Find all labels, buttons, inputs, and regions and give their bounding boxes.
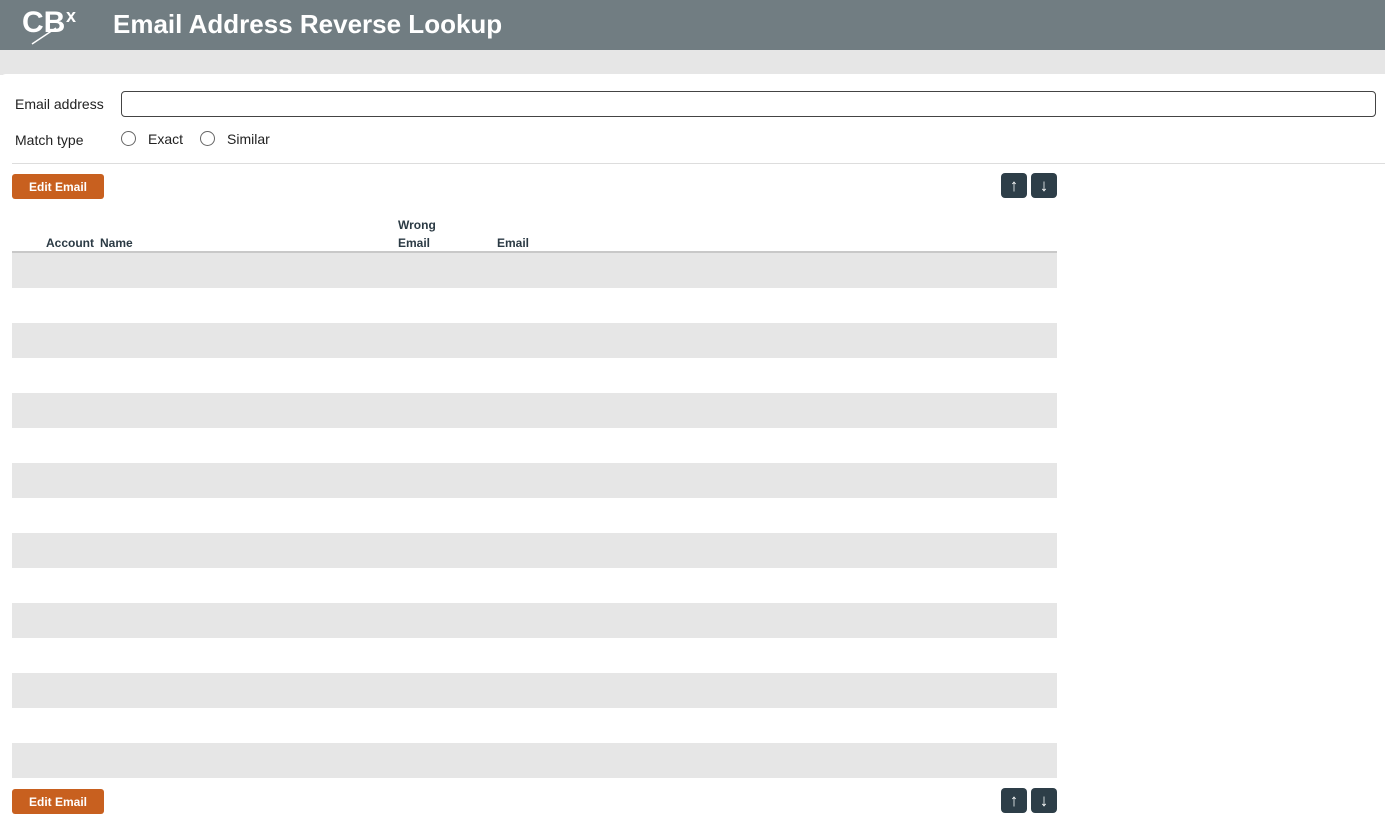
table-header-divider bbox=[12, 251, 1057, 253]
arrow-up-icon[interactable]: ↑ bbox=[1001, 788, 1027, 813]
table-row bbox=[12, 638, 1057, 673]
email-address-label: Email address bbox=[15, 96, 104, 112]
table-row bbox=[12, 393, 1057, 428]
radio-similar-label[interactable]: Similar bbox=[227, 131, 270, 147]
table-row bbox=[12, 708, 1057, 743]
match-type-label: Match type bbox=[15, 132, 84, 148]
cbx-logo: CB x bbox=[22, 6, 76, 45]
table-row bbox=[12, 428, 1057, 463]
page-title: Email Address Reverse Lookup bbox=[113, 9, 503, 39]
table-row bbox=[12, 498, 1057, 533]
column-header-account[interactable]: Account bbox=[46, 236, 94, 250]
arrow-up-icon[interactable]: ↑ bbox=[1001, 173, 1027, 198]
table-row bbox=[12, 288, 1057, 323]
wrong-email-line1: Wrong bbox=[398, 218, 436, 232]
column-header-wrong-email[interactable]: Wrong Email bbox=[398, 216, 436, 252]
column-header-email[interactable]: Email bbox=[497, 236, 530, 250]
header-band bbox=[0, 50, 1385, 75]
table-body bbox=[12, 253, 1057, 778]
table-row bbox=[12, 358, 1057, 393]
table-row bbox=[12, 743, 1057, 778]
arrow-down-icon[interactable]: ↓ bbox=[1031, 788, 1057, 813]
radio-similar[interactable] bbox=[200, 131, 215, 146]
svg-text:x: x bbox=[66, 6, 76, 26]
table-row bbox=[12, 253, 1057, 288]
wrong-email-line2: Email bbox=[398, 236, 431, 250]
edit-email-button-bottom[interactable]: Edit Email bbox=[12, 789, 104, 814]
arrow-down-icon[interactable]: ↓ bbox=[1031, 173, 1057, 198]
column-header-name[interactable]: Name bbox=[100, 236, 133, 250]
radio-exact[interactable] bbox=[121, 131, 136, 146]
table-row bbox=[12, 323, 1057, 358]
table-row bbox=[12, 463, 1057, 498]
table-row bbox=[12, 603, 1057, 638]
email-address-input[interactable] bbox=[121, 91, 1376, 117]
table-row bbox=[12, 533, 1057, 568]
table-row bbox=[12, 673, 1057, 708]
app-header: CB x Email Address Reverse Lookup bbox=[0, 0, 1385, 50]
divider bbox=[12, 163, 1385, 164]
svg-text:CB: CB bbox=[22, 6, 65, 39]
radio-exact-label[interactable]: Exact bbox=[148, 131, 184, 147]
edit-email-button-top[interactable]: Edit Email bbox=[12, 174, 104, 199]
table-row bbox=[12, 568, 1057, 603]
